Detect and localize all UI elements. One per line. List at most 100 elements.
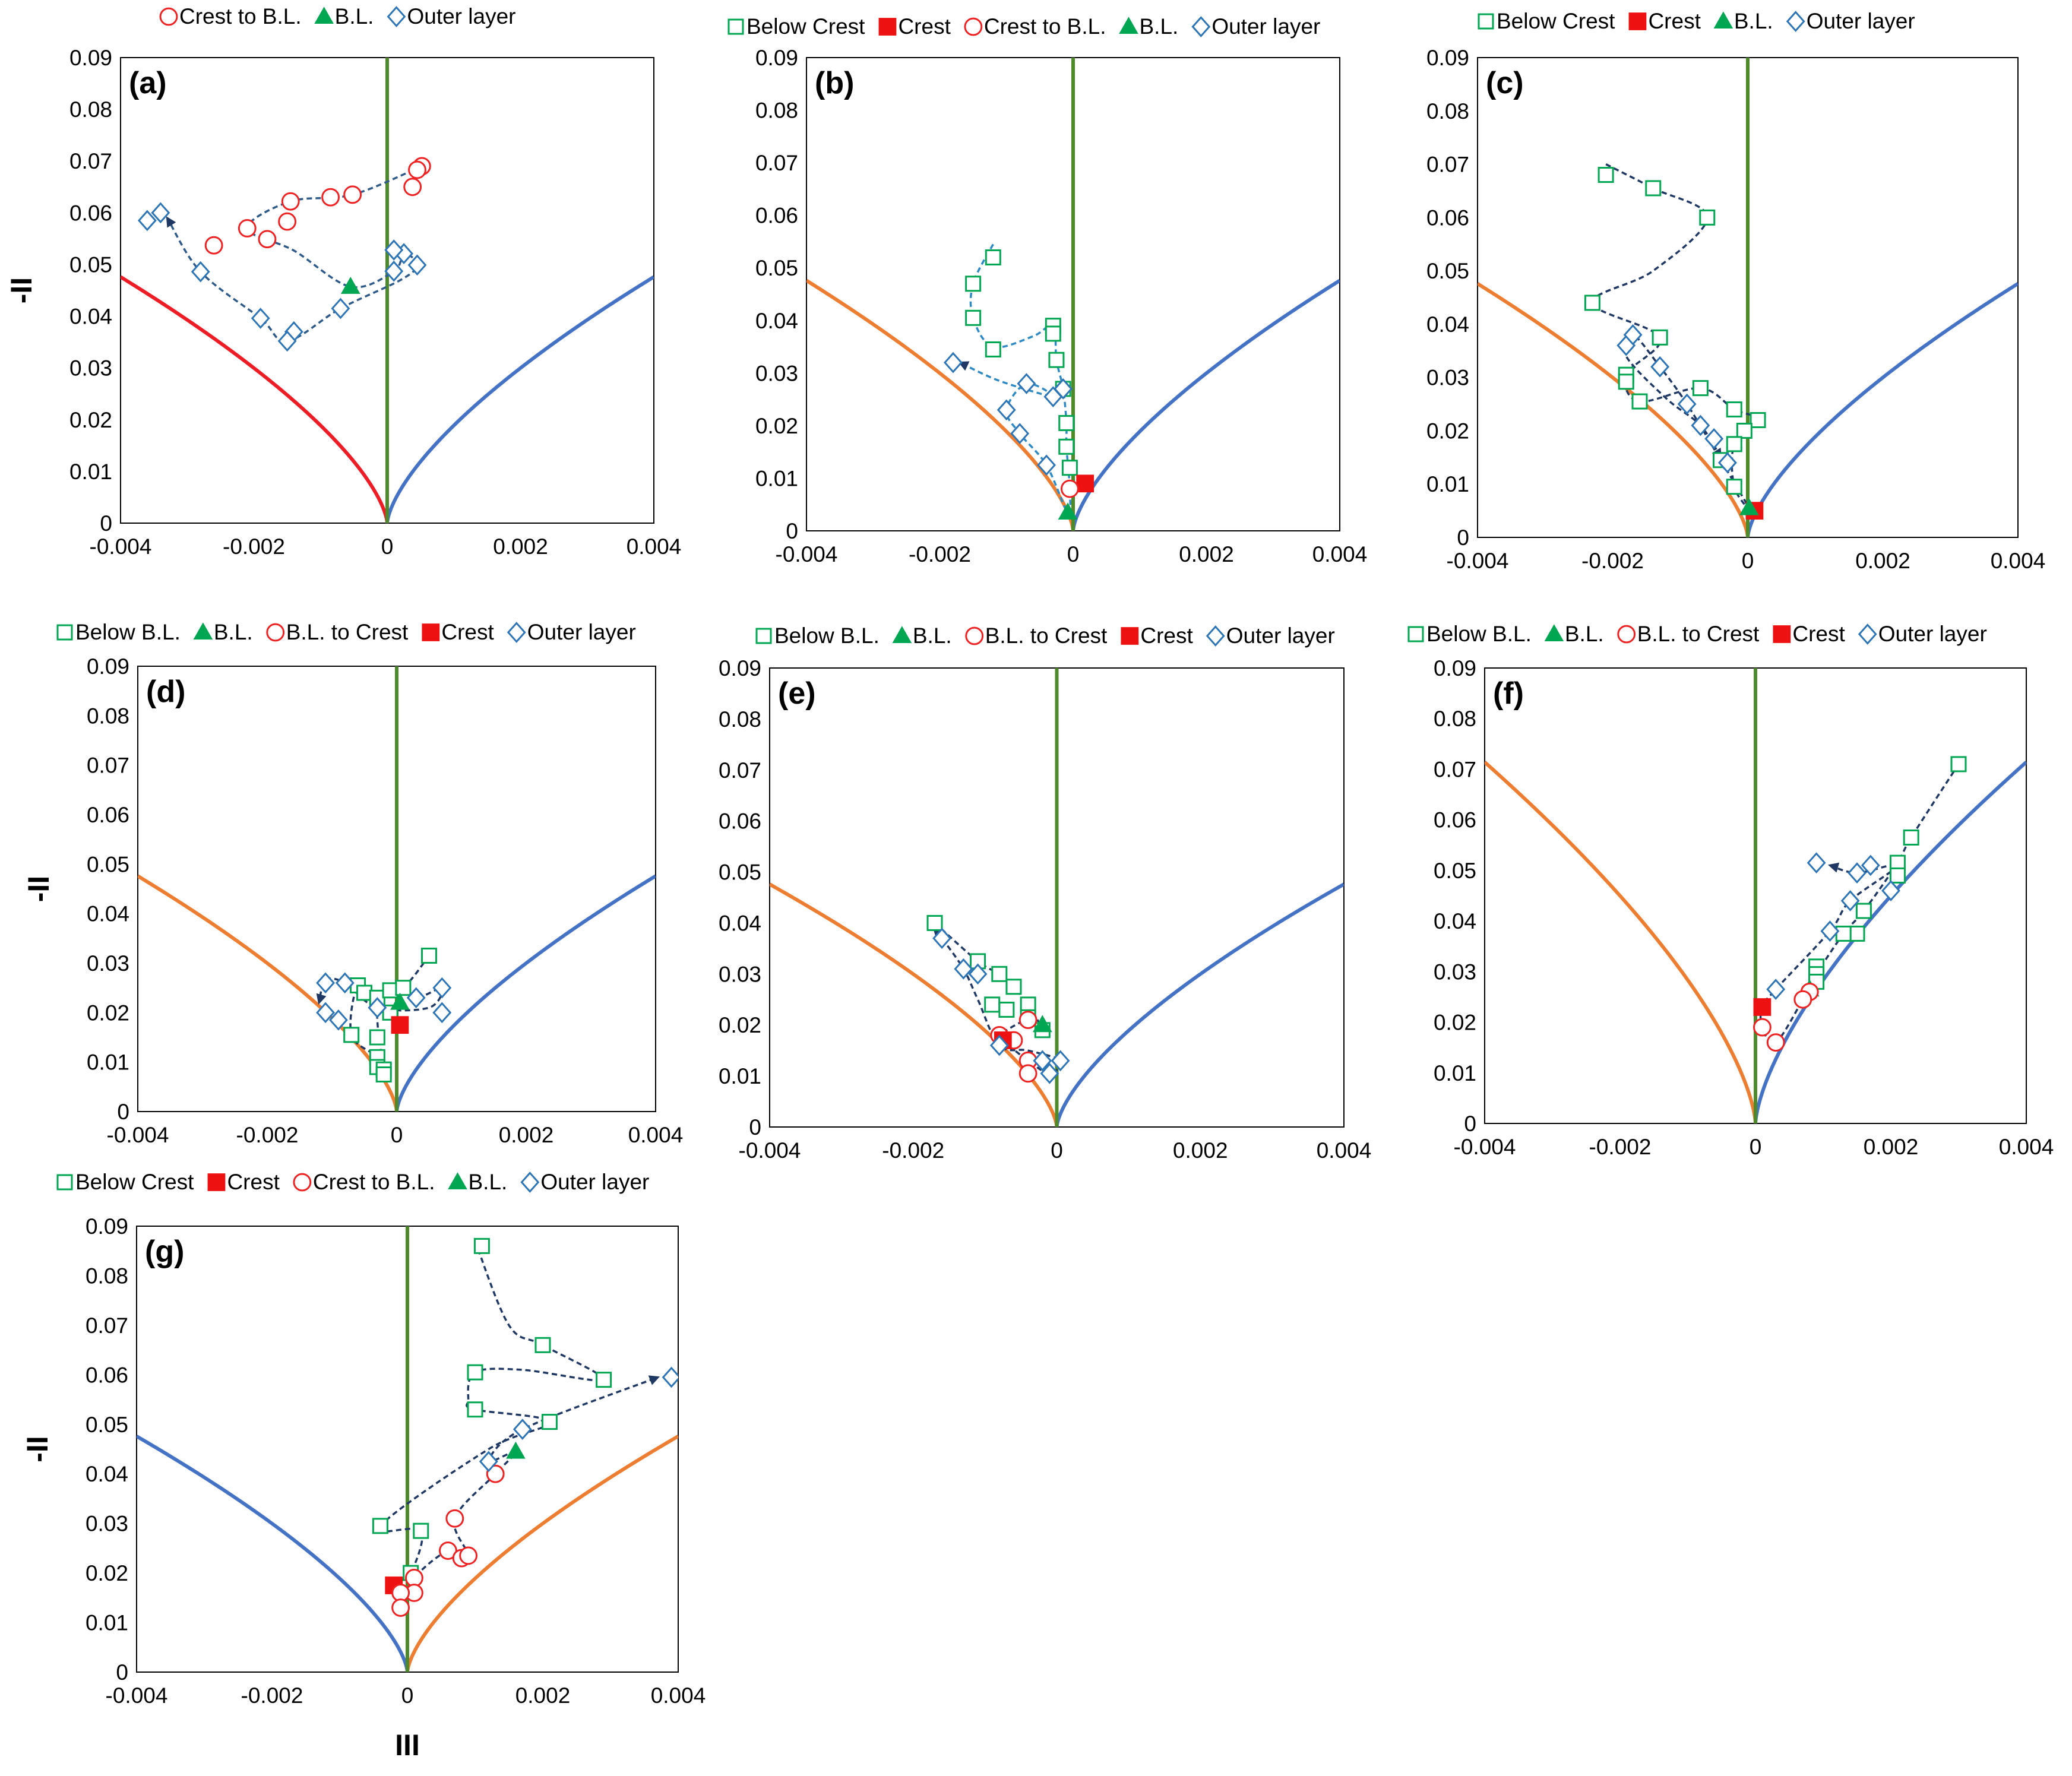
data-point — [1704, 428, 1724, 449]
data-point — [989, 1034, 1009, 1056]
data-point — [1058, 438, 1075, 455]
data-point — [1840, 890, 1860, 911]
legend-swatch — [159, 7, 178, 26]
y-tick-label: 0.05 — [719, 860, 761, 885]
data-point — [1040, 1062, 1059, 1084]
data-point — [1793, 990, 1812, 1009]
data-point — [343, 1027, 360, 1043]
y-tick-label: 0.06 — [87, 803, 129, 827]
data-point — [151, 202, 170, 224]
y-tick-label: 0 — [116, 1660, 128, 1685]
y-tick-label: 0.02 — [1434, 1011, 1476, 1035]
legend-label: Crest to B.L. — [179, 4, 302, 29]
series-b-l-to-crest — [1752, 983, 1819, 1052]
data-point — [432, 977, 452, 999]
data-point — [1631, 393, 1648, 410]
legend-swatch — [1773, 625, 1791, 643]
legend-swatch — [56, 1174, 73, 1191]
y-tick-label: 0.09 — [719, 656, 761, 680]
data-point — [1618, 373, 1634, 390]
x-tick-label: -0.002 — [1589, 1135, 1652, 1159]
legend-label: Outer layer — [1226, 623, 1335, 648]
data-point — [1726, 401, 1742, 418]
legend: Below Crest Crest Crest to B.L. B.L. Outer l… — [56, 1170, 649, 1194]
y-axis-title: -II — [5, 277, 38, 303]
legend-label: B.L. — [913, 623, 952, 648]
legend: Crest to B.L. B.L. Outer layer — [159, 4, 515, 29]
legend-swatch — [1478, 13, 1494, 30]
y-tick-label: 0.05 — [87, 852, 129, 876]
x-tick-label: 0 — [1067, 542, 1080, 566]
legend-swatch — [1858, 623, 1877, 645]
data-point — [369, 1029, 385, 1046]
y-tick-label: 0.04 — [719, 911, 761, 935]
panel-e: 0 0.01 0.02 0.03 0.04 0.05 0.06 0.07 0.08 0.09 -0.… — [719, 623, 1371, 1163]
legend-swatch — [1786, 11, 1805, 32]
series-crest — [391, 1016, 409, 1034]
y-tick-label: 0.07 — [1426, 153, 1469, 177]
data-point — [662, 1366, 678, 1388]
boundary-curve-left — [1485, 761, 1757, 1123]
x-tick-label: -0.004 — [1447, 549, 1509, 573]
legend-label: B.L. — [1140, 14, 1179, 39]
y-tick-label: 0.01 — [86, 1611, 128, 1635]
panel-g: 0 0.01 0.02 0.03 0.04 0.05 0.06 0.07 0.08 0.09 -0.… — [21, 1170, 706, 1762]
data-point — [331, 297, 350, 319]
legend-label: Crest — [1792, 622, 1845, 646]
series-crest — [1076, 474, 1094, 493]
legend-swatch — [448, 1172, 467, 1189]
data-point — [506, 1441, 526, 1459]
x-tick-label: -0.004 — [90, 534, 152, 559]
data-point — [390, 992, 410, 1010]
data-point — [968, 963, 988, 985]
series-outer-layer — [479, 1366, 678, 1473]
boundary-curve-left — [137, 1435, 409, 1672]
x-tick-label: 0.002 — [1179, 542, 1234, 566]
data-point — [1045, 325, 1061, 342]
y-tick-label: 0.09 — [86, 1214, 128, 1239]
legend-swatch — [293, 1173, 312, 1192]
data-point — [1699, 209, 1716, 226]
legend-swatch — [892, 626, 912, 643]
data-point — [534, 1337, 551, 1353]
y-tick-label: 0.02 — [755, 414, 798, 438]
x-tick-label: 0.004 — [1999, 1135, 2054, 1159]
y-tick-label: 0.04 — [69, 305, 112, 329]
y-tick-label: 0.09 — [1434, 656, 1476, 680]
panel-label: (e) — [778, 676, 816, 711]
legend-swatch — [56, 624, 73, 641]
x-tick-label: 0.002 — [1173, 1138, 1228, 1163]
data-point — [1061, 460, 1078, 476]
data-point — [944, 352, 963, 373]
legend: Below Crest Crest B.L. Outer layer — [1478, 9, 1915, 33]
legend-label: Outer layer — [1807, 9, 1915, 33]
plot-area — [1485, 668, 2026, 1123]
data-point — [384, 260, 404, 282]
series-b-l- — [1739, 498, 1759, 515]
panel-label: (f) — [1493, 676, 1524, 711]
legend-label: Crest to B.L. — [984, 14, 1106, 39]
data-point — [372, 1518, 388, 1534]
legend: Below B.L. B.L. B.L. to Crest Crest Outer la… — [56, 620, 636, 644]
data-point — [277, 330, 297, 352]
data-point — [1691, 414, 1710, 436]
series-b-l- — [1058, 502, 1078, 520]
x-tick-label: 0.004 — [1317, 1138, 1372, 1163]
y-tick-label: 0.05 — [86, 1413, 128, 1437]
y-tick-label: 0.07 — [755, 151, 798, 175]
y-tick-label: 0.04 — [755, 309, 798, 333]
y-tick-label: 0 — [1464, 1112, 1476, 1136]
legend-swatch — [387, 6, 406, 27]
data-point — [403, 178, 422, 197]
data-point — [421, 948, 437, 964]
x-tick-labels: -0.004 -0.002 0 0.002 0.004 — [107, 1123, 684, 1147]
y-tick-labels: 0 0.01 0.02 0.03 0.04 0.05 0.06 0.07 0.08 0.09 — [719, 656, 761, 1139]
y-tick-label: 0 — [1457, 525, 1469, 550]
legend-swatch — [755, 628, 772, 644]
y-tick-label: 0.04 — [1426, 312, 1469, 337]
y-tick-label: 0.04 — [86, 1462, 128, 1486]
x-tick-label: -0.002 — [223, 534, 285, 559]
legend-label: Below Crest — [1497, 9, 1615, 33]
y-tick-label: 0.08 — [87, 704, 129, 728]
data-point — [1717, 452, 1737, 474]
